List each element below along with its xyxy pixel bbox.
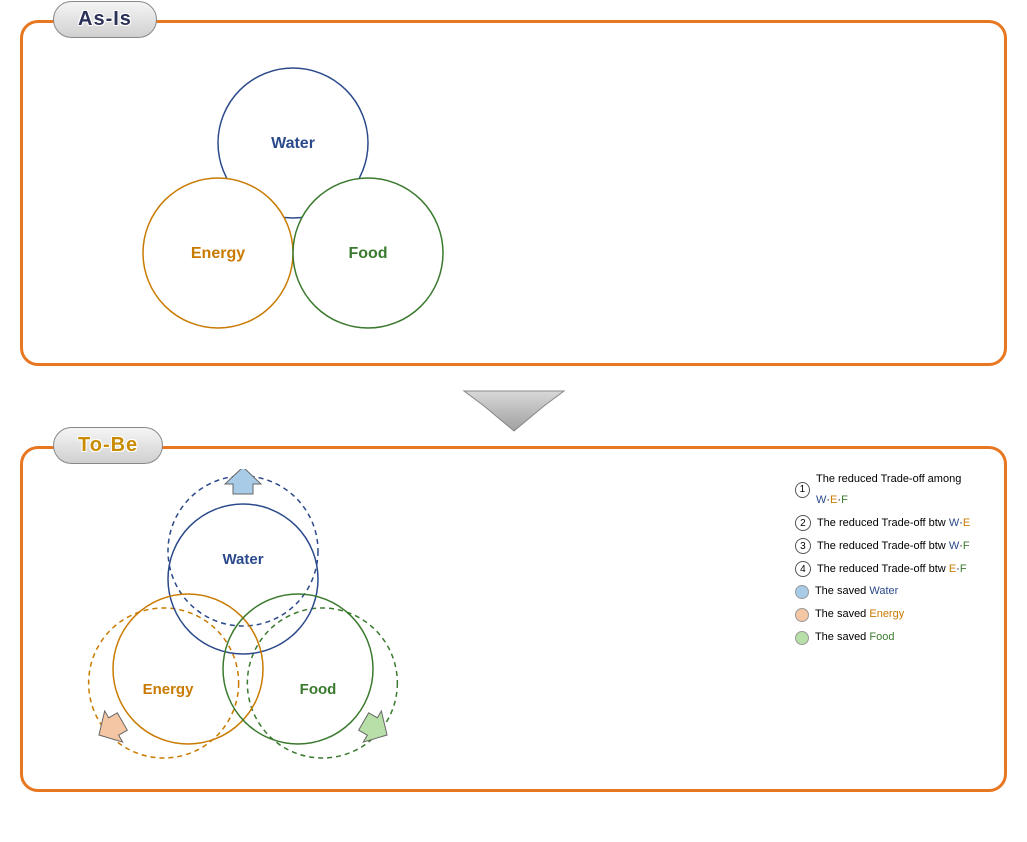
legend: 1The reduced Trade-off among W·E·F2The r… xyxy=(795,469,984,650)
legend-item: The saved Energy xyxy=(795,604,984,625)
svg-text:Food: Food xyxy=(300,681,337,698)
asis-group-circles: 물확보에너지소비식량생산에너지확보물소비식량소비식량확보물소비에너지소비 xyxy=(538,43,984,343)
svg-text:Energy: Energy xyxy=(191,245,245,262)
legend-item: 1The reduced Trade-off among W·E·F xyxy=(795,469,984,511)
asis-label: As-Is xyxy=(53,1,157,38)
legend-item: 2The reduced Trade-off btw W·E xyxy=(795,513,984,534)
asis-separate-venn: Water Energy Food xyxy=(43,43,508,343)
legend-item: 4The reduced Trade-off btw E·F xyxy=(795,559,984,580)
transition-arrow-icon xyxy=(454,386,574,436)
tobe-overlap-venn: WaterEnergyFood1234 xyxy=(447,469,765,769)
tobe-converging-venn: Water Energy Food xyxy=(43,469,417,769)
svg-text:Energy: Energy xyxy=(143,681,195,698)
tobe-label: To-Be xyxy=(53,427,163,464)
legend-item: The saved Water xyxy=(795,581,984,602)
legend-item: 3The reduced Trade-off btw W·F xyxy=(795,536,984,557)
legend-item: The saved Food xyxy=(795,627,984,648)
svg-text:Water: Water xyxy=(271,135,315,152)
tobe-panel: To-Be WaterEnergyFood WaterEnergyFood123… xyxy=(20,446,1007,792)
svg-text:Food: Food xyxy=(348,245,387,262)
asis-panel: As-Is WaterEnergyFood 물확보에너지소비식량생산에너지확보물… xyxy=(20,20,1007,366)
svg-text:Water: Water xyxy=(222,551,263,568)
